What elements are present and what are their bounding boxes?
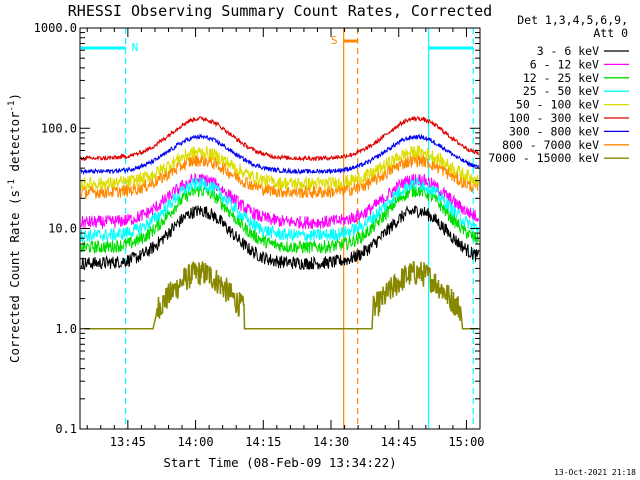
legend-entry-label: 6 - 12 keV [530, 57, 599, 71]
series-line [80, 205, 479, 271]
legend-entry-label: 3 - 6 keV [537, 44, 599, 58]
series-layer [80, 115, 479, 330]
axes-layer: 0.1 1.0 10.0 100.0 1000.0 13:45 14:00 14:15 14:3… [34, 21, 485, 449]
legend-entry-label: 25 - 50 keV [523, 84, 599, 98]
y-axis-label-sup2: -1 [7, 101, 17, 112]
series-line [80, 184, 479, 255]
series-line [80, 172, 479, 230]
y-axis-label: Corrected Count Rate (s-1 detector-1) [7, 93, 22, 363]
legend-entry-label: 800 - 7000 keV [502, 138, 599, 152]
chart-title: RHESSI Observing Summary Count Rates, Co… [68, 2, 492, 20]
x-tick-label: 14:00 [178, 435, 214, 449]
series-line [80, 153, 479, 201]
x-axis-label: Start Time (08-Feb-09 13:34:22) [163, 455, 396, 470]
x-tick-label: 14:30 [313, 435, 349, 449]
saa-label: S [331, 34, 338, 47]
y-tick-label: 10.0 [48, 222, 77, 236]
legend-entry-label: 50 - 100 keV [516, 98, 599, 112]
y-tick-label: 1.0 [55, 322, 77, 336]
y-axis-label-mid: detector [7, 111, 22, 179]
y-axis-label-end: ) [7, 93, 22, 101]
x-tick-label: 15:00 [448, 435, 484, 449]
y-axis-label-sup1: -1 [7, 179, 17, 190]
y-tick-label: 1000.0 [34, 21, 77, 35]
x-tick-label: 14:15 [245, 435, 281, 449]
night-label: N [132, 41, 139, 54]
footer-timestamp: 13-Oct-2021 21:18 [554, 468, 636, 477]
legend-entry-label: 12 - 25 keV [523, 71, 599, 85]
y-tick-label: 0.1 [55, 422, 77, 436]
legend-header-line2: Att 0 [593, 26, 628, 40]
series-line [80, 177, 479, 243]
plot-frame [79, 27, 481, 430]
legend-entry-label: 100 - 300 keV [509, 111, 599, 125]
legend-entry-label: 300 - 800 keV [509, 124, 599, 138]
series-line [80, 145, 479, 192]
x-tick-label: 14:45 [381, 435, 417, 449]
y-axis-label-main: Corrected Count Rate (s [7, 190, 22, 363]
y-tick-label: 100.0 [41, 121, 77, 135]
series-line [84, 260, 478, 330]
series-line [80, 115, 479, 162]
legend-entry-label: 7000 - 15000 keV [488, 151, 599, 165]
x-tick-label: 13:45 [110, 435, 146, 449]
series-line [80, 133, 479, 176]
legend-header-line1: Det 1,3,4,5,6,9, [517, 13, 628, 27]
